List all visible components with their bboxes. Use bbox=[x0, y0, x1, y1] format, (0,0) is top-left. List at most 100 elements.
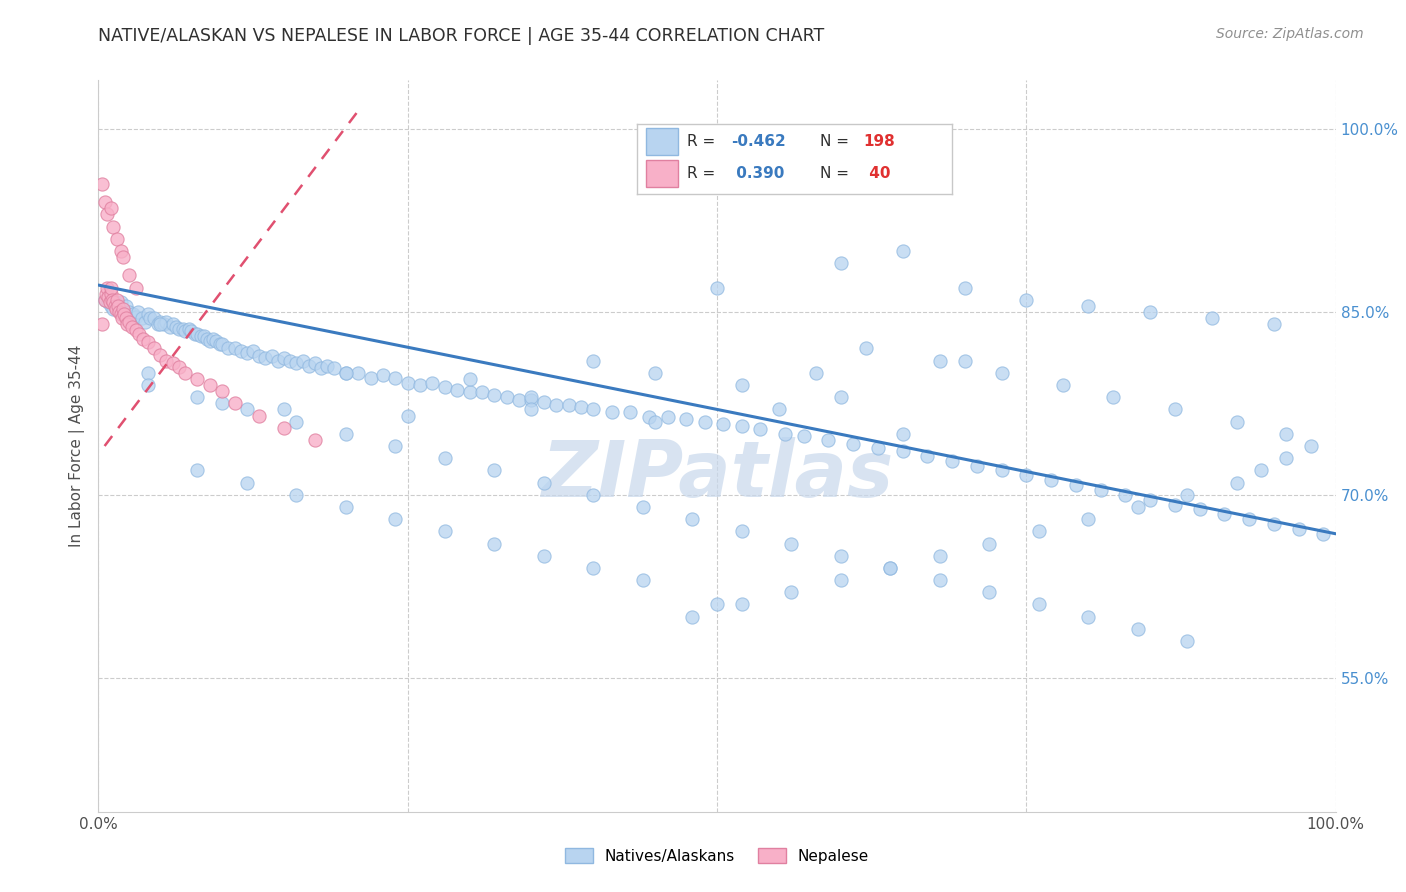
Bar bbox=[647, 128, 678, 154]
Point bbox=[98, 295, 121, 310]
Point bbox=[136, 335, 159, 350]
Point bbox=[768, 402, 790, 417]
Point bbox=[103, 302, 125, 317]
Point bbox=[1175, 488, 1198, 502]
Point bbox=[371, 368, 394, 383]
Point bbox=[110, 307, 132, 321]
Text: Source: ZipAtlas.com: Source: ZipAtlas.com bbox=[1216, 27, 1364, 41]
Point bbox=[1226, 415, 1249, 429]
Point bbox=[433, 524, 456, 539]
Point bbox=[644, 366, 666, 380]
Point bbox=[1226, 475, 1249, 490]
Point bbox=[211, 336, 233, 351]
Point bbox=[842, 436, 865, 450]
Point bbox=[681, 512, 703, 526]
Point bbox=[96, 207, 118, 221]
Point bbox=[731, 598, 754, 612]
Point bbox=[1077, 299, 1099, 313]
Point bbox=[1275, 426, 1298, 441]
Point bbox=[446, 383, 468, 397]
Point bbox=[124, 280, 146, 294]
Point bbox=[110, 295, 132, 310]
Point bbox=[122, 307, 145, 321]
Point bbox=[1139, 492, 1161, 507]
Point bbox=[247, 349, 270, 363]
Point bbox=[242, 343, 264, 358]
Point bbox=[304, 356, 326, 370]
Point bbox=[103, 299, 125, 313]
Point bbox=[582, 402, 605, 417]
Point bbox=[167, 359, 190, 374]
Point bbox=[136, 366, 159, 380]
Point bbox=[631, 573, 654, 587]
Point bbox=[484, 463, 506, 477]
Point bbox=[198, 378, 221, 392]
Text: NATIVE/ALASKAN VS NEPALESE IN LABOR FORCE | AGE 35-44 CORRELATION CHART: NATIVE/ALASKAN VS NEPALESE IN LABOR FORC… bbox=[98, 27, 825, 45]
Point bbox=[681, 609, 703, 624]
Point bbox=[780, 536, 803, 550]
Point bbox=[100, 280, 122, 294]
Point bbox=[316, 359, 339, 373]
Point bbox=[830, 573, 852, 587]
Point bbox=[693, 415, 716, 429]
Point bbox=[1114, 488, 1136, 502]
Point bbox=[631, 500, 654, 514]
Point bbox=[309, 361, 332, 376]
Point bbox=[247, 409, 270, 423]
Point bbox=[879, 561, 901, 575]
Point bbox=[409, 378, 432, 392]
Legend: Natives/Alaskans, Nepalese: Natives/Alaskans, Nepalese bbox=[560, 842, 875, 870]
Point bbox=[731, 419, 754, 434]
Point bbox=[335, 500, 357, 514]
Point bbox=[891, 244, 914, 258]
Point bbox=[190, 329, 212, 343]
Point bbox=[917, 449, 939, 463]
Point bbox=[582, 561, 605, 575]
Point bbox=[267, 353, 290, 368]
Point bbox=[224, 396, 246, 410]
Point bbox=[186, 390, 208, 404]
Point bbox=[433, 451, 456, 466]
Point bbox=[131, 311, 153, 326]
Point bbox=[384, 439, 406, 453]
Point bbox=[211, 396, 233, 410]
Point bbox=[165, 319, 187, 334]
Point bbox=[105, 232, 128, 246]
Point bbox=[706, 598, 728, 612]
Point bbox=[1126, 500, 1149, 514]
Point bbox=[93, 293, 115, 307]
Point bbox=[706, 280, 728, 294]
Point bbox=[124, 310, 146, 324]
Point bbox=[180, 325, 202, 339]
Point bbox=[285, 415, 308, 429]
Point bbox=[484, 536, 506, 550]
Point bbox=[97, 290, 120, 304]
Point bbox=[174, 325, 197, 339]
Point bbox=[155, 353, 177, 368]
Point bbox=[830, 390, 852, 404]
Point bbox=[273, 421, 295, 435]
Point bbox=[198, 334, 221, 348]
Point bbox=[638, 409, 661, 424]
Point bbox=[103, 295, 125, 310]
Point bbox=[966, 458, 988, 473]
Point bbox=[990, 366, 1012, 380]
Point bbox=[657, 409, 679, 424]
Point bbox=[495, 390, 517, 404]
Point bbox=[224, 342, 246, 356]
Y-axis label: In Labor Force | Age 35-44: In Labor Force | Age 35-44 bbox=[69, 345, 86, 547]
Point bbox=[143, 342, 166, 356]
Point bbox=[100, 286, 122, 301]
Point bbox=[830, 256, 852, 270]
Point bbox=[146, 317, 169, 331]
Point bbox=[1102, 390, 1125, 404]
Point bbox=[675, 412, 697, 426]
Point bbox=[928, 573, 950, 587]
Point bbox=[422, 376, 444, 390]
Point bbox=[93, 293, 115, 307]
Point bbox=[186, 372, 208, 386]
Point bbox=[112, 250, 135, 264]
Point bbox=[1288, 522, 1310, 536]
Point bbox=[1164, 402, 1187, 417]
Point bbox=[128, 326, 150, 341]
